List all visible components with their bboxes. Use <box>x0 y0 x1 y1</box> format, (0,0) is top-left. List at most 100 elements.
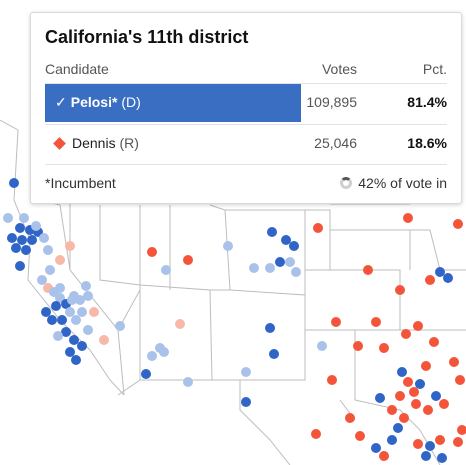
district-marker[interactable] <box>67 295 77 305</box>
district-marker[interactable] <box>51 301 61 311</box>
district-marker[interactable] <box>241 397 251 407</box>
district-marker[interactable] <box>55 255 65 265</box>
district-marker[interactable] <box>161 265 171 275</box>
district-marker[interactable] <box>371 317 381 327</box>
district-marker[interactable] <box>311 429 321 439</box>
district-marker[interactable] <box>17 235 27 245</box>
district-marker[interactable] <box>345 413 355 423</box>
district-marker[interactable] <box>3 213 13 223</box>
district-marker[interactable] <box>379 451 389 461</box>
district-marker[interactable] <box>395 285 405 295</box>
district-marker[interactable] <box>19 213 29 223</box>
district-marker[interactable] <box>431 391 441 401</box>
district-marker[interactable] <box>363 265 373 275</box>
candidate-row-pelosi[interactable]: ✓ Pelosi* (D) 109,895 81.4% <box>45 84 447 122</box>
district-marker[interactable] <box>313 223 323 233</box>
district-marker[interactable] <box>71 355 81 365</box>
district-marker[interactable] <box>403 213 413 223</box>
district-marker[interactable] <box>457 425 466 435</box>
district-marker[interactable] <box>41 307 51 317</box>
district-marker[interactable] <box>443 273 453 283</box>
district-marker[interactable] <box>269 349 279 359</box>
district-marker[interactable] <box>65 347 75 357</box>
district-marker[interactable] <box>353 341 363 351</box>
district-marker[interactable] <box>429 337 439 347</box>
candidate-row-dennis[interactable]: Dennis (R) 25,046 18.6% <box>45 125 447 163</box>
district-marker[interactable] <box>291 267 301 277</box>
district-marker[interactable] <box>435 435 445 445</box>
district-marker[interactable] <box>413 321 423 331</box>
district-marker[interactable] <box>31 221 41 231</box>
district-marker[interactable] <box>223 241 233 251</box>
district-marker[interactable] <box>285 257 295 267</box>
district-marker[interactable] <box>371 443 381 453</box>
district-marker[interactable] <box>175 319 185 329</box>
district-marker[interactable] <box>61 327 71 337</box>
district-marker[interactable] <box>43 245 53 255</box>
district-marker[interactable] <box>15 261 25 271</box>
district-marker[interactable] <box>249 263 259 273</box>
district-marker[interactable] <box>397 367 407 377</box>
district-marker[interactable] <box>77 307 87 317</box>
district-marker[interactable] <box>265 263 275 273</box>
district-marker[interactable] <box>437 453 447 463</box>
district-marker[interactable] <box>147 351 157 361</box>
district-marker[interactable] <box>275 257 285 267</box>
district-marker[interactable] <box>77 341 87 351</box>
district-marker[interactable] <box>453 219 463 229</box>
district-marker[interactable] <box>421 451 431 461</box>
district-marker[interactable] <box>47 315 57 325</box>
district-marker[interactable] <box>403 377 413 387</box>
district-marker[interactable] <box>453 437 463 447</box>
district-marker[interactable] <box>439 399 449 409</box>
district-marker[interactable] <box>71 315 81 325</box>
district-marker[interactable] <box>83 325 93 335</box>
district-marker[interactable] <box>83 291 93 301</box>
district-marker[interactable] <box>413 439 423 449</box>
district-marker[interactable] <box>115 321 125 331</box>
district-marker[interactable] <box>15 223 25 233</box>
district-marker[interactable] <box>37 275 47 285</box>
district-marker[interactable] <box>379 343 389 353</box>
district-marker[interactable] <box>45 265 55 275</box>
district-marker[interactable] <box>317 341 327 351</box>
district-marker[interactable] <box>69 335 79 345</box>
district-marker[interactable] <box>267 227 277 237</box>
district-marker[interactable] <box>65 241 75 251</box>
district-marker[interactable] <box>281 235 291 245</box>
district-marker[interactable] <box>81 281 91 291</box>
district-marker[interactable] <box>455 375 465 385</box>
district-marker[interactable] <box>7 233 17 243</box>
district-marker[interactable] <box>449 357 459 367</box>
district-marker[interactable] <box>425 441 435 451</box>
district-marker[interactable] <box>425 275 435 285</box>
district-marker[interactable] <box>183 255 193 265</box>
district-marker[interactable] <box>39 233 49 243</box>
district-marker[interactable] <box>89 307 99 317</box>
district-marker[interactable] <box>401 329 411 339</box>
district-marker[interactable] <box>423 405 433 415</box>
district-marker[interactable] <box>21 245 31 255</box>
district-marker[interactable] <box>327 375 337 385</box>
district-marker[interactable] <box>265 323 275 333</box>
district-marker[interactable] <box>11 243 21 253</box>
district-marker[interactable] <box>27 235 37 245</box>
district-marker[interactable] <box>147 247 157 257</box>
district-marker[interactable] <box>387 405 397 415</box>
district-marker[interactable] <box>421 361 431 371</box>
district-marker[interactable] <box>289 241 299 251</box>
district-marker[interactable] <box>395 391 405 401</box>
district-marker[interactable] <box>355 431 365 441</box>
district-marker[interactable] <box>57 315 67 325</box>
district-marker[interactable] <box>141 369 151 379</box>
district-marker[interactable] <box>399 413 409 423</box>
district-marker[interactable] <box>411 399 421 409</box>
district-marker[interactable] <box>53 331 63 341</box>
district-marker[interactable] <box>99 335 109 345</box>
district-marker[interactable] <box>415 379 425 389</box>
district-marker[interactable] <box>409 387 419 397</box>
district-markers[interactable] <box>3 178 466 463</box>
district-marker[interactable] <box>159 347 169 357</box>
district-marker[interactable] <box>55 283 65 293</box>
